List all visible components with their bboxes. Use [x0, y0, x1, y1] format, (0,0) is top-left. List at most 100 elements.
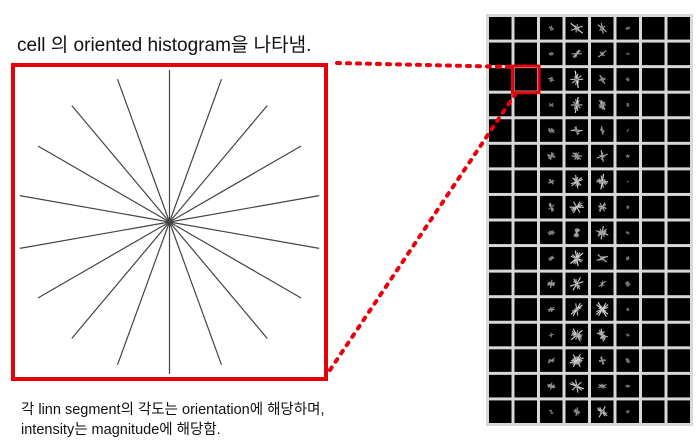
- hog-cell: [489, 195, 512, 219]
- gradient-stroke: [548, 180, 555, 184]
- hog-cell: [667, 17, 690, 40]
- gradient-stroke: [625, 384, 630, 388]
- hog-cell: [591, 144, 614, 168]
- hog-cell: [489, 374, 512, 398]
- hog-cell: [514, 298, 537, 321]
- hog-cell: [565, 374, 588, 398]
- hog-cell: [616, 247, 639, 270]
- hog-cell: [616, 144, 639, 168]
- hog-cell: [540, 298, 563, 321]
- page-title: cell 의 oriented histogram을 나타냄.: [17, 35, 312, 56]
- hog-cell: [540, 42, 563, 66]
- gradient-stroke: [596, 306, 609, 313]
- hog-cell: [667, 195, 690, 219]
- gradient-stroke: [549, 78, 553, 81]
- hog-cell: [565, 323, 588, 347]
- hog-cell: [540, 119, 563, 142]
- gradient-stroke: [598, 77, 606, 82]
- hog-cell: [642, 93, 665, 117]
- gradient-stroke: [570, 178, 583, 185]
- gradient-stroke: [625, 154, 630, 158]
- hog-cell: [489, 272, 512, 296]
- hog-cell: [565, 349, 588, 372]
- hog-cell: [540, 195, 563, 219]
- hog-cell: [667, 349, 690, 372]
- gradient-stroke: [548, 333, 554, 337]
- hog-cell: [591, 195, 614, 219]
- hog-cell: [540, 170, 563, 193]
- gradient-stroke: [569, 357, 584, 364]
- hog-cell: [616, 17, 639, 40]
- hog-cell: [489, 221, 512, 245]
- orientation-spoke: [169, 221, 302, 299]
- hog-cell: [667, 42, 690, 66]
- gradient-stroke: [573, 103, 580, 107]
- orientation-spoke: [169, 221, 320, 249]
- gradient-stroke: [599, 103, 605, 107]
- hog-cell: [616, 323, 639, 347]
- hog-cell: [565, 170, 588, 193]
- hog-cell: [514, 400, 537, 423]
- orientation-spoke: [169, 145, 302, 223]
- hog-cell: [642, 68, 665, 91]
- gradient-stroke: [547, 384, 555, 388]
- hog-cell: [489, 400, 512, 423]
- hog-cell: [591, 400, 614, 423]
- hog-cell: [616, 298, 639, 321]
- hog-cell: [667, 93, 690, 117]
- gradient-stroke: [625, 27, 630, 30]
- gradient-stroke: [569, 280, 584, 287]
- hog-cell: [642, 374, 665, 398]
- hog-cell: [667, 68, 690, 91]
- gradient-stroke: [626, 77, 629, 82]
- orientation-spoke: [71, 105, 170, 223]
- hog-cell: [591, 298, 614, 321]
- hog-cell: [616, 42, 639, 66]
- hog-cell: [642, 323, 665, 347]
- hog-cell: [540, 68, 563, 91]
- hog-cell: [514, 221, 537, 245]
- gradient-stroke: [575, 78, 579, 81]
- gradient-stroke: [549, 103, 553, 107]
- gradient-stroke: [549, 206, 553, 209]
- hog-cell: [514, 144, 537, 168]
- hog-cell: [667, 247, 690, 270]
- gradient-stroke: [625, 282, 630, 286]
- gradient-stroke: [600, 128, 604, 133]
- gradient-stroke: [549, 231, 554, 235]
- gradient-stroke: [626, 334, 629, 336]
- hog-cell: [565, 17, 588, 40]
- gradient-stroke: [548, 256, 555, 260]
- orientation-spoke: [71, 221, 170, 339]
- gradient-stroke: [599, 358, 606, 363]
- gradient-stroke: [599, 331, 605, 340]
- gradient-stroke: [625, 359, 630, 362]
- hog-feature-grid: [486, 14, 693, 426]
- gradient-stroke: [626, 231, 629, 235]
- hog-cell: [540, 247, 563, 270]
- gradient-stroke: [626, 308, 630, 311]
- gradient-stroke: [547, 281, 556, 286]
- hog-cell: [667, 323, 690, 347]
- hog-cell: [591, 170, 614, 193]
- hog-cell: [642, 119, 665, 142]
- hog-cell: [642, 349, 665, 372]
- orientation-spoke: [19, 221, 170, 249]
- orientation-spoke: [169, 195, 320, 223]
- gradient-stroke: [626, 180, 630, 183]
- gradient-stroke: [599, 410, 605, 414]
- orientation-spoke: [168, 221, 223, 366]
- hog-cell: [565, 68, 588, 91]
- gradient-stroke: [574, 410, 580, 414]
- hog-cell: [642, 298, 665, 321]
- hog-cell: [591, 42, 614, 66]
- hog-cell: [667, 119, 690, 142]
- gradient-stroke: [597, 50, 607, 58]
- hog-cell: [616, 400, 639, 423]
- hog-cell: [489, 144, 512, 168]
- hog-cell: [616, 374, 639, 398]
- hog-cell: [514, 272, 537, 296]
- gradient-stroke: [549, 154, 554, 158]
- hog-cell: [514, 349, 537, 372]
- hog-cell: [514, 247, 537, 270]
